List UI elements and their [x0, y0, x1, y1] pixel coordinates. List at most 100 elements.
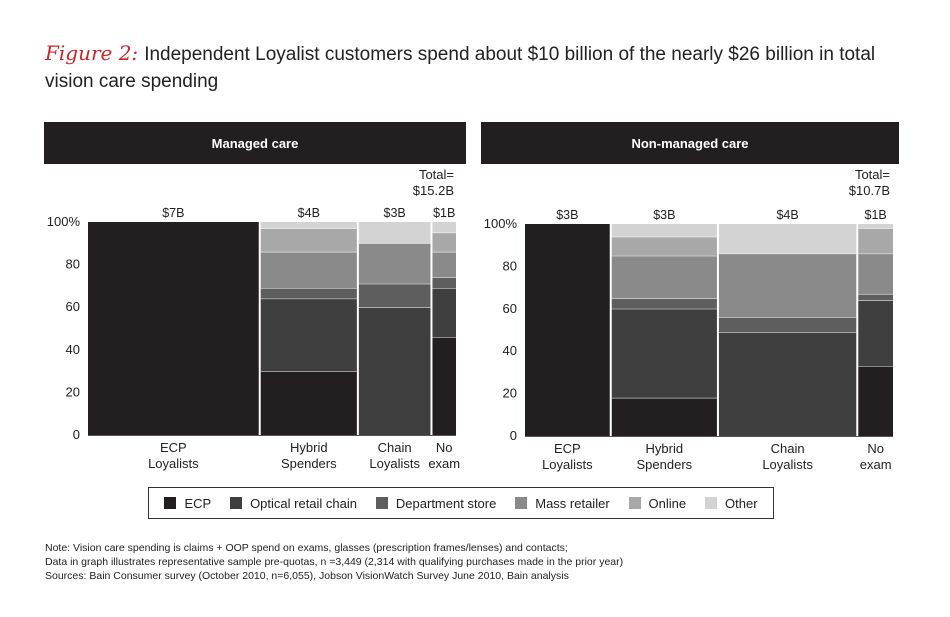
column-width-label: $4B — [298, 206, 320, 220]
note-line: Data in graph illustrates representative… — [45, 556, 624, 568]
chart-header-1 — [44, 122, 466, 164]
bar-segment-mass-retailer — [432, 251, 456, 278]
bar-segment-department-store — [432, 277, 456, 289]
legend: ECP Optical retail chain Department store M… — [148, 487, 774, 519]
bar-segment-other — [260, 222, 357, 229]
bar-segment-department-store — [260, 288, 357, 299]
bar-segment-other — [611, 224, 717, 237]
legend-label: ECP — [184, 495, 212, 511]
bar-segment-optical-retail-chain — [260, 298, 357, 372]
category-label: ECP — [554, 441, 581, 456]
bar-segment-optical-retail-chain — [611, 308, 717, 398]
y-tick-label: 0 — [73, 427, 80, 442]
bar-segment-online — [260, 228, 357, 252]
bar-segment-department-store — [718, 317, 857, 333]
bar-segment-mass-retailer — [260, 251, 357, 289]
y-tick-label: 60 — [503, 301, 517, 316]
column-width-label: $1B — [433, 206, 455, 220]
legend-label: Other — [725, 495, 758, 511]
legend-label: Mass retailer — [535, 495, 610, 511]
category-label: Loyalists — [369, 456, 420, 471]
legend-swatch — [705, 497, 718, 509]
y-tick-label: 0 — [510, 428, 517, 443]
column-width-label: $3B — [556, 208, 578, 222]
bar-segment-online — [432, 232, 456, 252]
bar-segment-ecp — [260, 371, 357, 435]
figure-title: Figure 2: Independent Loyalist customers … — [45, 40, 915, 95]
legend-label: Optical retail chain — [250, 495, 358, 511]
bar-segment-other — [858, 224, 893, 229]
category-label: No — [867, 441, 884, 456]
bar-segment-optical-retail-chain — [358, 307, 431, 435]
bar-segment-other — [718, 224, 857, 254]
legend-label: Department store — [395, 495, 497, 511]
bar-segment-mass-retailer — [718, 253, 857, 318]
legend-item-other: Other — [705, 496, 758, 511]
total-label: Total= — [855, 167, 890, 182]
category-label: exam — [428, 456, 460, 471]
y-tick-label: 20 — [503, 386, 517, 401]
legend-swatch — [628, 497, 641, 509]
total-label: Total= — [419, 167, 454, 182]
y-tick-label: 40 — [503, 343, 517, 358]
category-label: Chain — [378, 440, 412, 455]
legend-swatch — [375, 497, 388, 509]
bar-segment-department-store — [611, 298, 717, 309]
category-label: exam — [860, 457, 892, 472]
total-label: $15.2B — [413, 183, 454, 198]
bar-segment-ecp — [611, 397, 717, 436]
y-tick-label: 20 — [66, 384, 80, 399]
bar-segment-online — [858, 228, 893, 254]
category-label: Chain — [771, 441, 805, 456]
chart-title: Non-managed care — [631, 136, 748, 151]
bar-segment-ecp — [88, 222, 259, 435]
y-tick-label: 100% — [47, 214, 81, 229]
bar-segment-department-store — [858, 293, 893, 301]
column-width-label: $7B — [162, 206, 184, 220]
bar-segment-optical-retail-chain — [432, 288, 456, 338]
legend-item-online: Online — [628, 496, 686, 511]
bar-segment-ecp — [858, 366, 893, 436]
category-label: Loyalists — [762, 457, 813, 472]
y-tick-label: 60 — [66, 299, 80, 314]
total-label: $10.7B — [849, 183, 890, 198]
column-width-label: $1B — [865, 208, 887, 222]
legend-item-department-store: Department store — [375, 495, 497, 511]
note-line: Note: Vision care spending is claims + O… — [45, 542, 568, 554]
legend-swatch — [515, 497, 528, 509]
legend-item-ecp: ECP — [164, 496, 211, 511]
legend-swatch — [164, 497, 177, 509]
category-label: Spenders — [281, 456, 337, 471]
bar-segment-mass-retailer — [358, 243, 431, 284]
chart-header-2 — [481, 122, 899, 164]
bar-segment-online — [611, 236, 717, 256]
bar-segment-optical-retail-chain — [718, 332, 857, 436]
column-width-label: $4B — [776, 208, 798, 222]
y-tick-label: 40 — [66, 342, 80, 357]
legend-item-optical-retail-chain: Optical retail chain — [230, 496, 357, 511]
bar-segment-ecp — [432, 337, 456, 435]
bar-segment-other — [358, 222, 431, 244]
category-label: ECP — [160, 440, 187, 455]
note-line: Sources: Bain Consumer survey (October 2… — [45, 570, 569, 582]
category-label: Loyalists — [148, 456, 199, 471]
bar-segment-mass-retailer — [858, 253, 893, 294]
legend-swatch — [230, 497, 243, 509]
figure-title-text: Independent Loyalist customers spend abo… — [45, 44, 876, 92]
y-tick-label: 80 — [66, 257, 80, 272]
category-label: Hybrid — [646, 441, 684, 456]
source-notes: Note: Vision care spending is claims + O… — [45, 541, 623, 583]
category-label: Spenders — [637, 457, 693, 472]
y-tick-label: 100% — [484, 216, 518, 231]
column-width-label: $3B — [653, 208, 675, 222]
category-label: Hybrid — [290, 440, 328, 455]
chart-title: Managed care — [212, 136, 299, 151]
bar-segment-optical-retail-chain — [858, 300, 893, 367]
category-label: Loyalists — [542, 457, 593, 472]
category-label: No — [436, 440, 453, 455]
bar-segment-other — [432, 222, 456, 233]
figure-label: Figure 2: — [45, 41, 139, 65]
y-tick-label: 80 — [503, 258, 517, 273]
column-width-label: $3B — [384, 206, 406, 220]
